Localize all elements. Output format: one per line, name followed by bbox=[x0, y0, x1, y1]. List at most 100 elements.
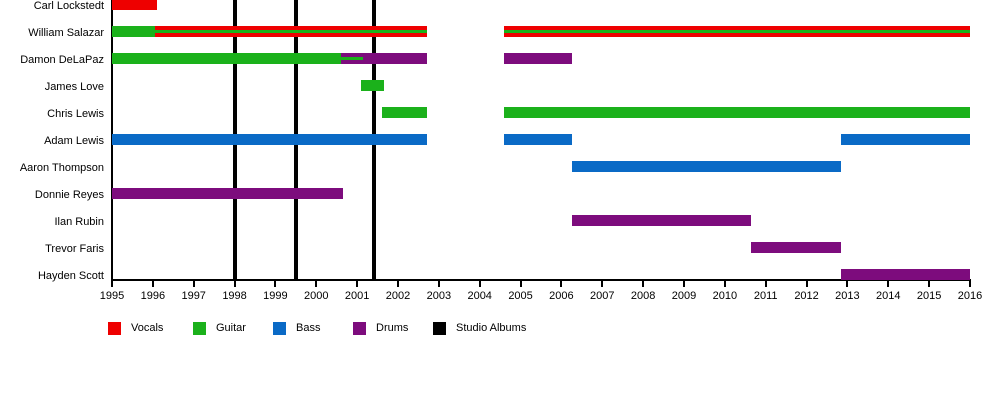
year-label: 2013 bbox=[835, 290, 860, 302]
bar-primary-segment bbox=[504, 33, 970, 37]
legend-item-drums: Drums bbox=[353, 320, 408, 336]
bass-color-swatch bbox=[273, 321, 286, 335]
member-label: Donnie Reyes bbox=[34, 189, 104, 201]
member-role-bar bbox=[112, 188, 343, 199]
year-tick bbox=[233, 281, 236, 287]
legend-item-vocals: Vocals bbox=[108, 320, 163, 336]
year-label: 2006 bbox=[549, 290, 574, 302]
legend-label: Drums bbox=[376, 322, 409, 334]
year-tick bbox=[274, 281, 277, 287]
member-role-bar bbox=[340, 53, 364, 64]
drums-color-swatch bbox=[353, 321, 366, 335]
year-label: 2015 bbox=[916, 290, 942, 302]
year-label: 2016 bbox=[957, 290, 983, 302]
y-axis-line bbox=[110, 0, 113, 281]
member-role-bar bbox=[504, 26, 970, 37]
member-role-bar bbox=[571, 215, 752, 226]
member-role-bar bbox=[504, 107, 970, 118]
albums-color-swatch bbox=[433, 321, 446, 335]
year-label: 2003 bbox=[426, 290, 452, 302]
member-role-bar bbox=[363, 53, 427, 64]
year-tick bbox=[315, 281, 318, 287]
year-tick bbox=[519, 281, 522, 287]
year-label: 2009 bbox=[671, 290, 697, 302]
year-label: 2005 bbox=[508, 290, 533, 302]
year-label: 2001 bbox=[344, 290, 370, 302]
year-label: 2011 bbox=[753, 290, 778, 302]
vocals-color-swatch bbox=[108, 321, 121, 335]
x-axis-line bbox=[110, 279, 971, 281]
legend-label: Bass bbox=[296, 322, 321, 334]
year-label: 1998 bbox=[222, 290, 247, 302]
member-role-bar bbox=[112, 26, 155, 37]
year-tick bbox=[764, 281, 767, 287]
year-tick bbox=[397, 281, 399, 287]
year-tick bbox=[192, 281, 195, 287]
member-label: Ilan Rubin bbox=[54, 216, 104, 228]
year-tick bbox=[642, 281, 645, 287]
year-label: 2004 bbox=[467, 290, 492, 302]
member-label: Adam Lewis bbox=[44, 135, 104, 147]
year-tick bbox=[928, 281, 931, 287]
member-role-bar bbox=[154, 26, 427, 37]
member-role-bar bbox=[504, 53, 572, 64]
timeline-plot: 1995 1996 1997 1998 1999 2000 2001 2002 2003 2004… bbox=[20, 0, 983, 302]
member-label: Carl Lockstedt bbox=[33, 0, 104, 12]
member-role-bar bbox=[112, 134, 427, 145]
year-label: 2007 bbox=[590, 290, 615, 302]
member-role-bar bbox=[841, 134, 970, 145]
year-label: 2008 bbox=[630, 290, 656, 302]
year-tick bbox=[846, 281, 849, 287]
year-label: 1997 bbox=[181, 290, 206, 302]
member-role-bar bbox=[381, 107, 427, 118]
member-label: Hayden Scott bbox=[37, 270, 104, 282]
member-role-bar bbox=[571, 161, 842, 172]
year-tick bbox=[151, 281, 154, 287]
year-label: 2010 bbox=[712, 290, 738, 302]
year-label: 2002 bbox=[385, 290, 411, 302]
legend-label: Studio Albums bbox=[456, 322, 527, 334]
member-role-bar bbox=[751, 242, 842, 253]
year-tick bbox=[805, 281, 808, 287]
bar-stripe-segment bbox=[340, 57, 364, 60]
member-label: James Love bbox=[44, 81, 104, 93]
member-label: Trevor Faris bbox=[45, 243, 104, 255]
legend-label: Guitar bbox=[216, 322, 246, 334]
year-label: 2012 bbox=[794, 290, 819, 302]
member-role-bar bbox=[361, 80, 384, 91]
year-label: 1995 bbox=[99, 290, 125, 302]
member-role-bar bbox=[841, 269, 970, 280]
year-label: 2000 bbox=[304, 290, 329, 302]
bar-primary-segment bbox=[154, 33, 427, 37]
year-label: 2014 bbox=[876, 290, 901, 302]
member-label: Damon DeLaPaz bbox=[20, 54, 104, 66]
member-label: William Salazar bbox=[28, 27, 104, 39]
year-tick bbox=[969, 281, 971, 287]
legend-item-guitar: Guitar bbox=[193, 320, 246, 336]
bar-primary-segment bbox=[504, 26, 970, 30]
legend: Vocals Guitar Bass Drums Studio Albums bbox=[0, 320, 1000, 340]
year-tick bbox=[356, 281, 359, 287]
year-tick bbox=[437, 281, 440, 287]
legend-item-bass: Bass bbox=[273, 320, 320, 336]
year-label: 1996 bbox=[140, 290, 166, 302]
legend-label: Vocals bbox=[131, 322, 164, 334]
legend-item-albums: Studio Albums bbox=[433, 320, 526, 336]
member-label: Chris Lewis bbox=[47, 108, 104, 120]
bar-stripe-segment bbox=[154, 30, 427, 33]
year-tick bbox=[478, 281, 481, 287]
bar-primary-segment bbox=[154, 26, 427, 30]
guitar-color-swatch bbox=[193, 321, 206, 335]
member-role-bar bbox=[504, 134, 572, 145]
bar-stripe-segment bbox=[504, 30, 970, 33]
year-tick bbox=[111, 281, 113, 287]
year-tick bbox=[601, 281, 604, 287]
year-label: 1999 bbox=[263, 290, 288, 302]
year-tick bbox=[683, 281, 685, 287]
year-tick bbox=[887, 281, 890, 287]
bar-primary-segment bbox=[340, 60, 364, 64]
year-tick bbox=[723, 281, 726, 287]
year-tick bbox=[560, 281, 563, 287]
member-role-bar bbox=[112, 0, 157, 10]
